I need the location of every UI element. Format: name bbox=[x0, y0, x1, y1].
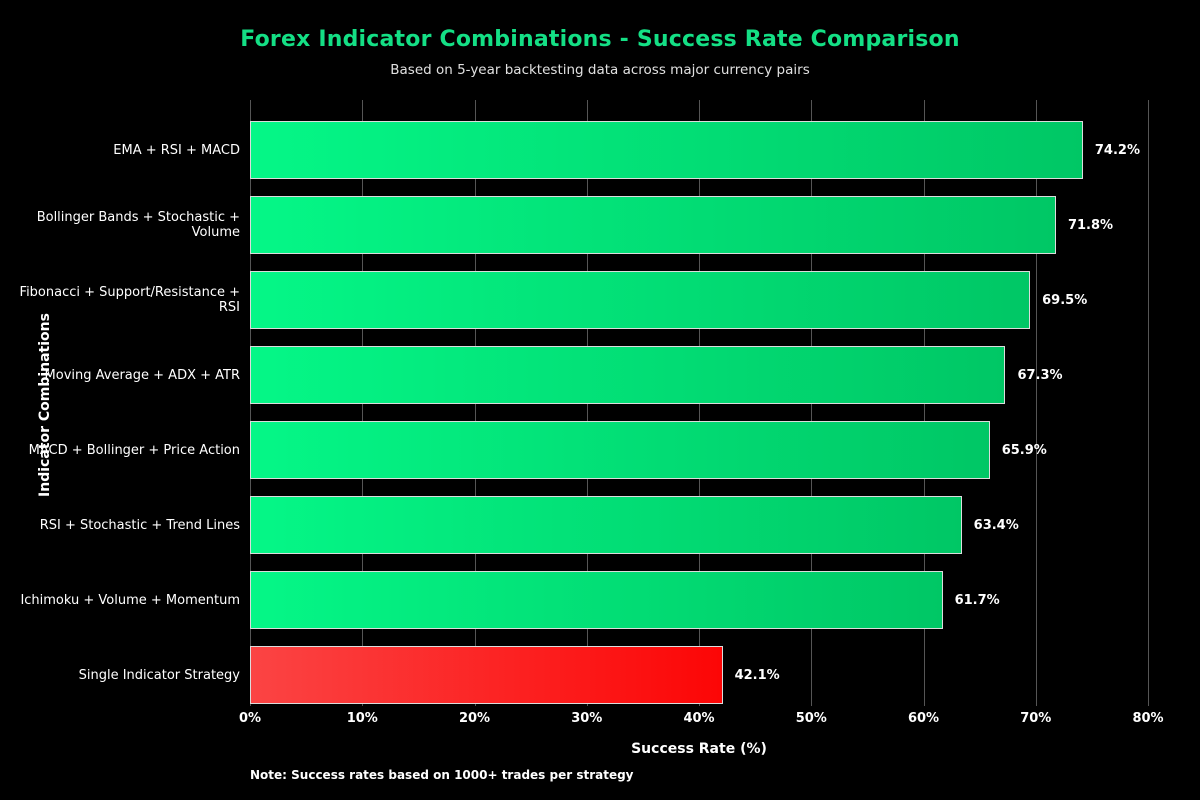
value-label: 67.3% bbox=[1017, 367, 1063, 383]
value-label: 71.8% bbox=[1067, 217, 1114, 233]
x-tick-label: 10% bbox=[346, 711, 378, 726]
chart-title: Forex Indicator Combinations - Success R… bbox=[240, 27, 960, 52]
x-tick-label: 60% bbox=[907, 711, 940, 726]
category-label: Single Indicator Strategy bbox=[78, 667, 240, 683]
category-label: Fibonacci + Support/Resistance + RSI bbox=[19, 285, 240, 315]
x-tick-label: 80% bbox=[1132, 711, 1164, 726]
category-label: RSI + Stochastic + Trend Lines bbox=[39, 517, 240, 533]
category-label: Ichimoku + Volume + Momentum bbox=[20, 592, 240, 608]
bar-1 bbox=[250, 196, 1056, 254]
chart-note: Note: Success rates based on 1000+ trade… bbox=[250, 768, 634, 782]
x-tick-label: 0% bbox=[238, 711, 262, 726]
x-tick-label: 40% bbox=[683, 711, 715, 726]
bar-0 bbox=[250, 121, 1083, 179]
x-tick-label: 50% bbox=[795, 711, 827, 726]
value-label: 74.2% bbox=[1094, 142, 1140, 158]
bar-7 bbox=[250, 646, 723, 704]
value-label: 69.5% bbox=[1042, 292, 1088, 308]
x-axis-label: Success Rate (%) bbox=[631, 741, 767, 757]
x-tick-label: 20% bbox=[458, 711, 491, 726]
gridline-70% bbox=[1035, 100, 1037, 706]
y-axis-label: Indicator Combinations bbox=[37, 313, 53, 497]
value-label: 63.4% bbox=[973, 517, 1019, 533]
value-label: 61.7% bbox=[954, 592, 1000, 608]
value-label: 65.9% bbox=[1001, 442, 1047, 458]
value-label: 42.1% bbox=[734, 667, 780, 683]
bar-4 bbox=[250, 421, 990, 479]
bar-6 bbox=[250, 571, 943, 629]
plot-area bbox=[250, 100, 1198, 710]
category-label: EMA + RSI + MACD bbox=[113, 142, 240, 158]
x-tick-label: 70% bbox=[1020, 711, 1052, 726]
bar-2 bbox=[250, 271, 1031, 329]
bar-3 bbox=[250, 346, 1006, 404]
category-label: Bollinger Bands + Stochastic + Volume bbox=[36, 210, 240, 240]
x-tick-label: 30% bbox=[571, 711, 603, 726]
gridline-80% bbox=[1148, 100, 1149, 706]
bar-5 bbox=[250, 496, 962, 554]
category-label: MACD + Bollinger + Price Action bbox=[28, 442, 240, 458]
category-label: Moving Average + ADX + ATR bbox=[44, 367, 240, 383]
chart-subtitle: Based on 5-year backtesting data across … bbox=[390, 62, 810, 78]
